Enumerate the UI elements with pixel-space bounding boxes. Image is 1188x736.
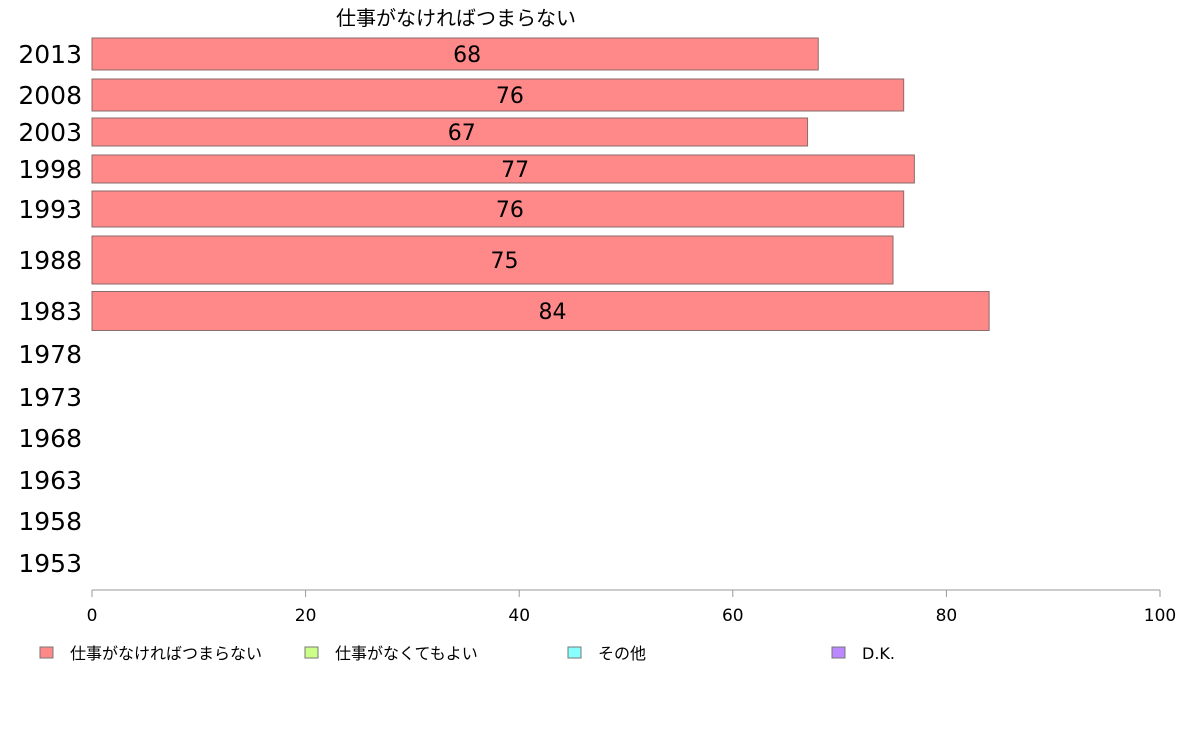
bar-value-label-2008: 76 (496, 84, 524, 109)
chart-title: 仕事がなければつまらない (336, 6, 576, 30)
y-tick-label-1963: 1963 (18, 466, 82, 495)
legend-swatch-1 (304, 646, 319, 659)
y-tick-label-1998: 1998 (18, 155, 82, 184)
legend-swatch-3 (831, 646, 846, 659)
y-tick-label-1968: 1968 (18, 424, 82, 453)
x-tick-label-0: 0 (87, 606, 98, 626)
bar-1993 (91, 190, 905, 228)
x-axis: 0 20 40 60 80 100 (87, 589, 1176, 626)
bar-1998 (91, 154, 915, 184)
legend-label-3: D.K. (862, 644, 895, 663)
x-tick-label-40: 40 (508, 606, 530, 626)
y-tick-label-1978: 1978 (18, 340, 82, 369)
x-tick-label-20: 20 (295, 606, 317, 626)
bar-value-label-2013: 68 (453, 43, 481, 68)
y-tick-label-1958: 1958 (18, 507, 82, 536)
bar-value-label-1988: 75 (491, 249, 519, 274)
bar-value-label-1998: 77 (501, 158, 529, 183)
y-tick-label-1983: 1983 (18, 297, 82, 326)
y-tick-label-1993: 1993 (18, 195, 82, 224)
legend-swatch-0 (39, 646, 54, 659)
y-tick-label-2003: 2003 (18, 118, 82, 147)
x-tick-label-60: 60 (722, 606, 744, 626)
bar-value-label-1993: 76 (496, 198, 524, 223)
legend: 仕事がなければつまらない 仕事がなくてもよい その他 D.K. (39, 644, 895, 663)
bar-2003 (91, 117, 809, 147)
x-tick-label-100: 100 (1144, 606, 1176, 626)
bar-1983 (91, 291, 990, 331)
bar-1988 (91, 235, 894, 285)
x-tick-label-80: 80 (936, 606, 958, 626)
y-tick-label-1988: 1988 (18, 246, 82, 275)
y-axis-labels: 2013 2008 2003 1998 1993 1988 1983 1978 1973 1968… (18, 40, 82, 578)
y-tick-label-2013: 2013 (18, 40, 82, 69)
y-tick-label-1953: 1953 (18, 549, 82, 578)
bars-group: 68 76 67 77 76 75 84 (91, 37, 990, 331)
bar-2008 (91, 78, 905, 112)
legend-label-0: 仕事がなければつまらない (70, 644, 262, 663)
legend-label-1: 仕事がなくてもよい (335, 644, 478, 663)
y-tick-label-2008: 2008 (18, 81, 82, 110)
bar-value-label-2003: 67 (448, 121, 476, 146)
legend-swatch-2 (567, 646, 582, 659)
legend-label-2: その他 (598, 644, 646, 663)
bar-2013 (91, 37, 819, 71)
bar-value-label-1983: 84 (539, 300, 567, 325)
y-tick-label-1973: 1973 (18, 383, 82, 412)
